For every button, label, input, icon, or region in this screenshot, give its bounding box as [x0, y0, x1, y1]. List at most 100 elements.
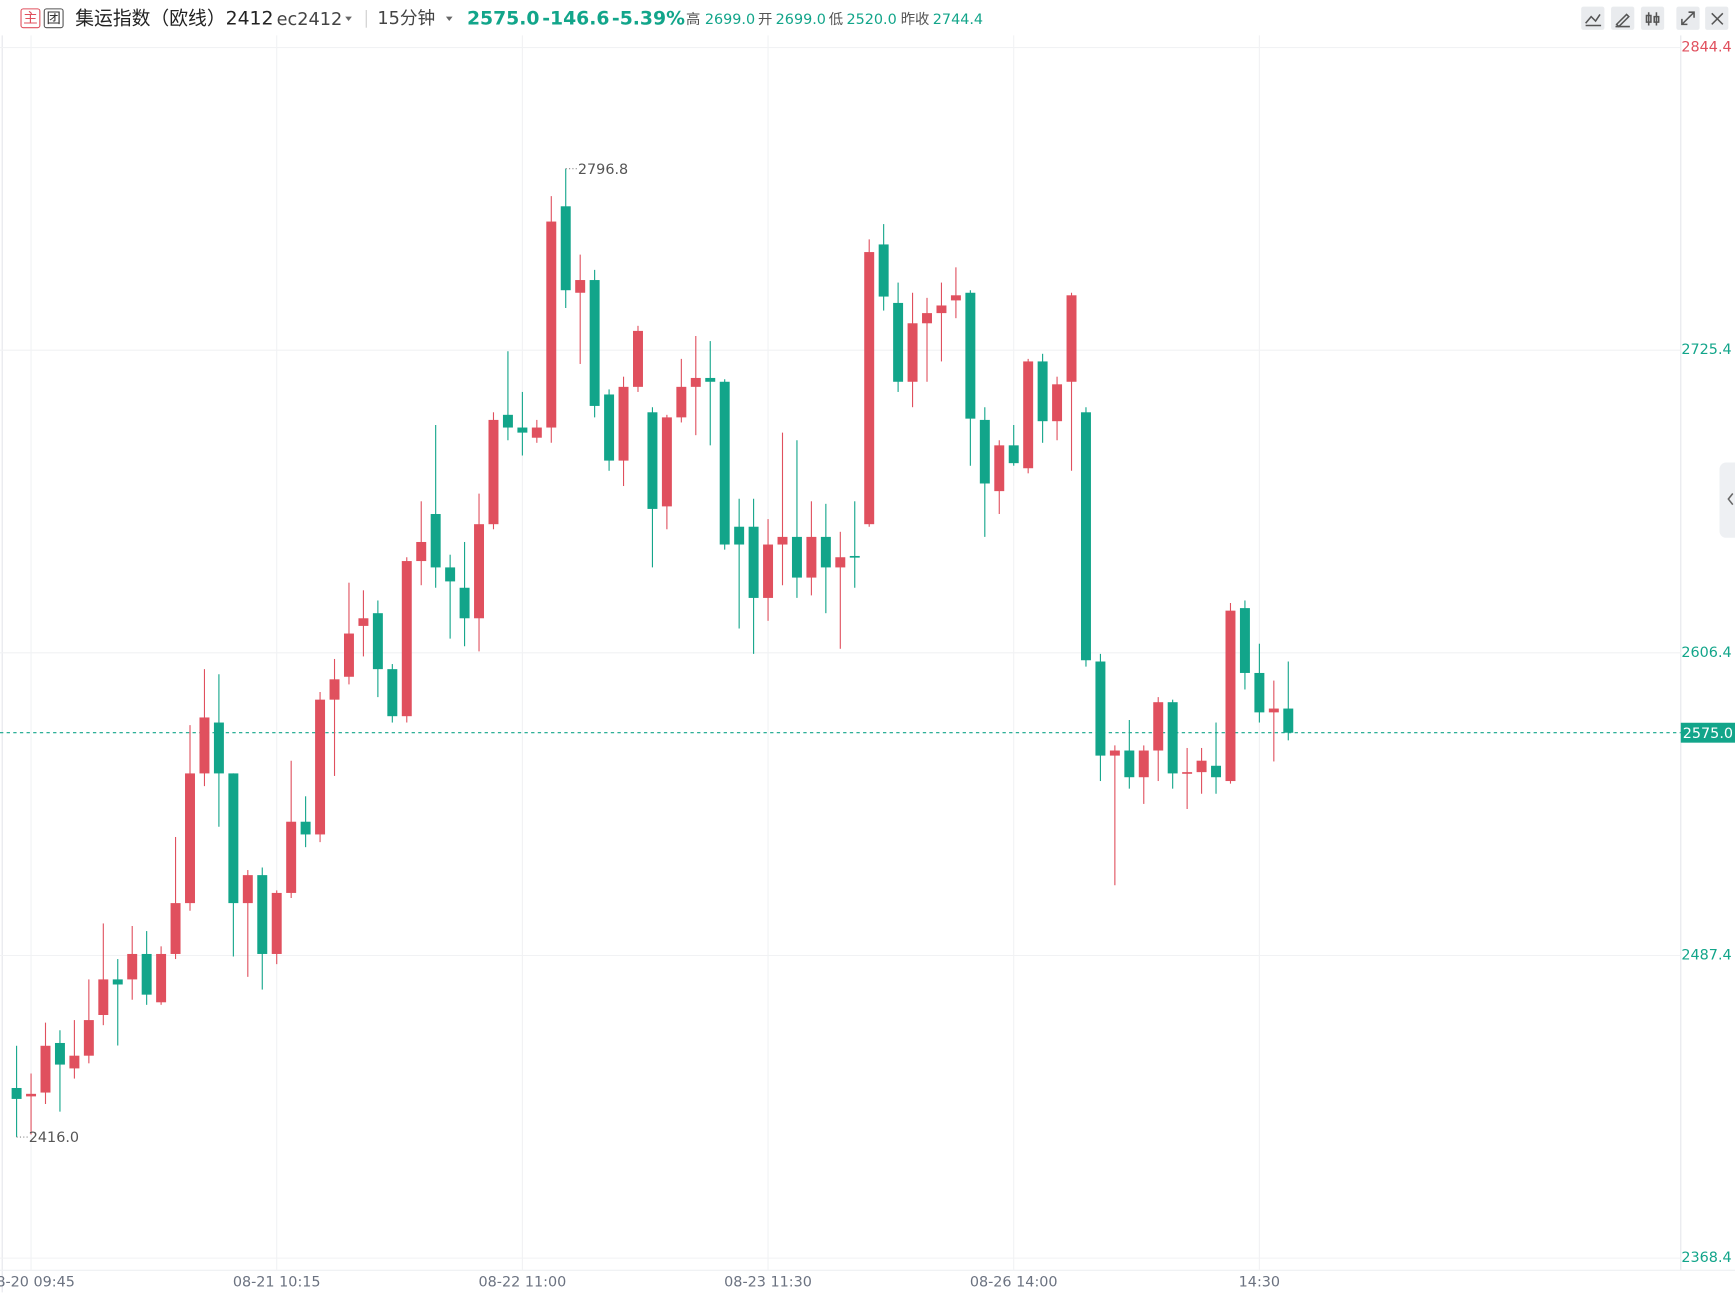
header: 主 团 集运指数（欧线）2412 ec2412 15分钟 2575.0 -146…: [20, 6, 1729, 30]
candle-body: [1008, 445, 1019, 464]
candle-body: [11, 1087, 22, 1099]
candle-body: [1066, 295, 1077, 382]
candle-body: [300, 821, 311, 835]
stat-value: 2744.4: [933, 12, 983, 28]
x-tick-label: 08-23 11:30: [724, 1274, 812, 1290]
candle-body: [705, 377, 716, 382]
candle-body: [849, 555, 860, 558]
period[interactable]: 15分钟: [377, 8, 435, 29]
candle-body: [54, 1042, 65, 1065]
candle-body: [372, 613, 383, 670]
badge: 主: [23, 10, 37, 27]
candle-body: [1138, 750, 1149, 778]
instrument-code[interactable]: ec2412: [277, 10, 343, 30]
instrument-name: 集运指数（欧线）2412: [75, 7, 273, 29]
collapse-icon: [1727, 493, 1734, 506]
candle-body: [1037, 361, 1048, 422]
x-tick-label: 08-20 09:45: [0, 1274, 75, 1290]
candle-body: [1196, 760, 1207, 773]
candle-body: [806, 536, 817, 578]
candle-body: [156, 953, 167, 1003]
candle-body: [1239, 608, 1250, 673]
candle-body: [661, 417, 672, 507]
candle-body: [719, 381, 730, 545]
candle-body: [560, 206, 571, 291]
candle-body: [1124, 750, 1135, 778]
stat-label: 昨收: [901, 11, 930, 28]
tool-icon: [1615, 13, 1630, 28]
x-tick-label: 14:30: [1239, 1274, 1280, 1290]
candle-body: [965, 292, 976, 419]
stat-value: 2699.0: [776, 12, 826, 28]
candle-body: [242, 875, 253, 904]
candle-body: [676, 386, 687, 418]
tool-icon: [1585, 13, 1602, 27]
grid: [0, 35, 1681, 1271]
candle-body: [690, 377, 701, 387]
candle-body: [575, 280, 586, 293]
candle-body: [315, 699, 326, 835]
dropdown-arrow[interactable]: [445, 16, 453, 22]
candle-body: [517, 427, 528, 433]
close-icon: [1711, 12, 1724, 25]
tool-button[interactable]: [1640, 6, 1665, 30]
stat-label: 开: [758, 12, 772, 28]
last-price-label: 2575.0: [1683, 726, 1733, 742]
candle-body: [633, 330, 643, 387]
stat-label: 高: [686, 11, 700, 28]
candle-body: [618, 386, 629, 461]
candles: [11, 168, 1294, 1138]
collapse-tab[interactable]: [1719, 462, 1735, 538]
last-price: 2575.0: [467, 8, 540, 29]
candle-body: [286, 821, 297, 893]
candle-body: [777, 536, 788, 545]
candle-body: [127, 953, 138, 980]
candle-body: [647, 412, 658, 509]
y-tick-label: 2844.4: [1681, 40, 1731, 56]
candle-body: [488, 419, 499, 525]
labels: 2368.4 2487.4 2606.4 2725.4 2844.4 08-20 09:4…: [0, 40, 1735, 1290]
candle-body: [343, 633, 354, 677]
candle-body: [878, 244, 889, 297]
candle-body: [1023, 361, 1034, 469]
last-price-tag: [1680, 722, 1735, 743]
side-tab[interactable]: [1719, 462, 1735, 538]
stat-label: 低: [829, 11, 843, 28]
candle-body: [112, 979, 123, 985]
candle-body: [604, 394, 615, 461]
candle-body: [1283, 708, 1294, 733]
candle-body: [358, 618, 369, 626]
candle-body: [1182, 772, 1193, 774]
candle-body: [791, 536, 802, 578]
candle-body: [820, 536, 831, 568]
candle-body: [170, 903, 181, 954]
candle-body: [907, 323, 918, 382]
candle-body: [430, 514, 441, 568]
x-tick-label: 08-26 14:00: [970, 1274, 1058, 1290]
tool-icon: [1645, 12, 1660, 26]
expand-icon: [1681, 11, 1695, 26]
dropdown-arrow[interactable]: [345, 16, 352, 22]
candle-body: [531, 427, 542, 438]
candle-body: [387, 669, 398, 717]
candle-body: [893, 302, 904, 382]
candle-body: [228, 773, 239, 904]
candle-body: [40, 1045, 51, 1093]
candle-body: [950, 295, 961, 301]
y-tick-label: 2368.4: [1681, 1250, 1731, 1266]
candle-body: [1109, 750, 1120, 756]
candle-body: [401, 561, 412, 717]
candle-body: [271, 892, 282, 954]
candle-body: [1153, 702, 1164, 751]
candle-body: [589, 280, 600, 406]
y-tick-label: 2606.4: [1681, 645, 1731, 661]
annotation: 2796.8: [578, 162, 628, 178]
candle-body: [922, 313, 932, 324]
x-tick-label: 08-22 11:00: [478, 1274, 566, 1290]
candle-body: [329, 679, 340, 700]
candle-body: [864, 252, 875, 525]
candle-body: [835, 557, 846, 568]
x-tick-label: 08-21 10:15: [233, 1274, 321, 1290]
candle-body: [459, 587, 470, 619]
